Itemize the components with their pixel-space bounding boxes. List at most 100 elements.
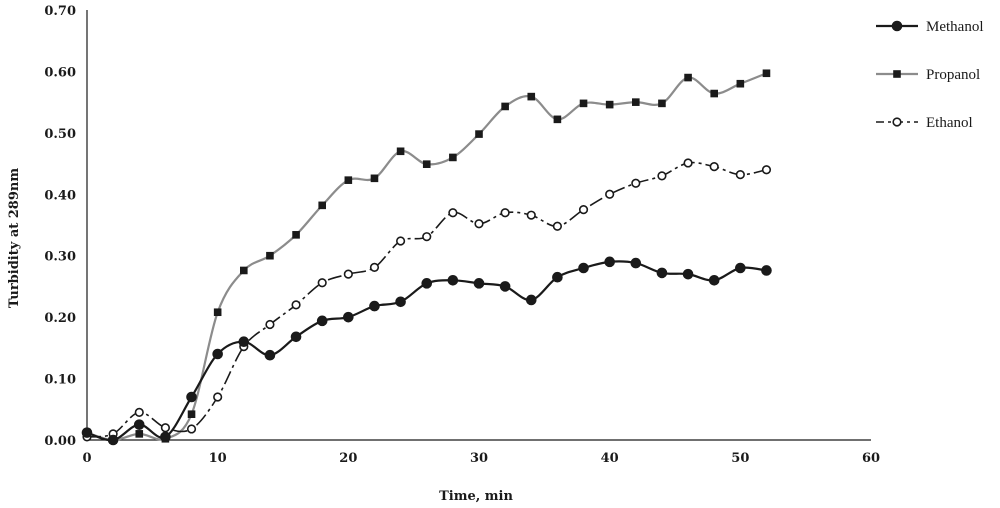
data-point <box>578 262 589 274</box>
plot-area <box>81 69 772 446</box>
data-point <box>527 92 536 101</box>
data-point <box>736 79 745 88</box>
x-tick-label: 60 <box>862 451 880 466</box>
x-axis-title: Time, min <box>439 489 513 504</box>
data-point <box>501 102 509 111</box>
data-point <box>525 294 537 306</box>
x-tick-label: 0 <box>82 451 91 466</box>
data-point <box>265 319 275 330</box>
data-point <box>264 349 276 361</box>
data-point <box>160 431 171 443</box>
legend-label: Methanol <box>926 19 984 35</box>
legend-item-ethanol: Ethanol <box>876 115 973 131</box>
data-point <box>735 170 745 180</box>
legend-label: Ethanol <box>926 115 973 131</box>
data-point <box>604 256 615 268</box>
data-point <box>186 424 197 434</box>
data-point <box>290 331 302 343</box>
y-tick-label: 0.50 <box>44 127 76 142</box>
data-point <box>343 269 353 279</box>
data-point <box>266 251 274 260</box>
data-point <box>683 158 693 168</box>
y-tick-label: 0.10 <box>44 373 76 388</box>
data-point <box>684 73 692 82</box>
data-point <box>449 153 457 162</box>
data-point <box>186 391 197 403</box>
y-tick-label: 0.30 <box>44 250 76 265</box>
series-propanol <box>83 69 771 444</box>
data-point <box>709 162 719 172</box>
data-point <box>761 265 772 276</box>
data-point <box>447 274 459 286</box>
data-point <box>421 278 433 289</box>
data-point <box>292 231 300 239</box>
data-point <box>658 99 666 108</box>
legend: Methanol Propanol Ethanol <box>876 19 984 131</box>
data-point <box>552 221 563 231</box>
data-point <box>134 407 144 417</box>
legend-marker <box>892 117 902 127</box>
y-tick-label: 0.20 <box>44 311 76 326</box>
data-point <box>212 348 223 360</box>
legend-label: Propanol <box>926 67 980 83</box>
data-point <box>370 174 379 183</box>
data-point <box>578 205 589 215</box>
data-point <box>631 178 641 188</box>
data-point <box>657 171 667 181</box>
y-tick-label: 0.70 <box>44 4 76 19</box>
data-point <box>369 300 380 312</box>
data-point <box>473 278 485 289</box>
y-axis-title: Turbidity at 289nm <box>7 168 22 308</box>
data-point <box>605 189 615 199</box>
data-point <box>605 100 614 109</box>
data-point <box>553 115 562 124</box>
data-point <box>762 69 771 78</box>
data-point <box>81 427 93 438</box>
data-point <box>133 419 145 430</box>
legend-item-methanol: Methanol <box>876 19 984 35</box>
data-point <box>240 266 248 275</box>
data-point <box>344 176 353 184</box>
y-tick-label: 0.00 <box>44 434 76 449</box>
data-point <box>318 201 326 210</box>
data-point <box>682 268 694 280</box>
data-point <box>396 147 405 156</box>
data-point <box>448 208 458 218</box>
data-point <box>708 274 720 286</box>
y-tick-label: 0.40 <box>44 188 76 203</box>
x-tick-label: 20 <box>339 451 357 466</box>
data-point <box>213 308 222 317</box>
data-point <box>317 278 327 288</box>
data-point <box>761 165 772 175</box>
data-point <box>474 219 484 229</box>
series-methanol <box>81 256 772 446</box>
data-point <box>630 257 642 269</box>
data-point <box>656 267 668 279</box>
data-point <box>238 336 250 348</box>
data-point <box>475 130 483 138</box>
chart-axes <box>86 10 871 441</box>
data-point <box>552 271 563 283</box>
data-point <box>213 392 223 402</box>
data-point <box>710 89 718 98</box>
x-tick-label: 30 <box>470 451 488 466</box>
data-point <box>343 311 354 323</box>
series-ethanol <box>82 158 772 442</box>
data-point <box>160 423 170 433</box>
data-point <box>632 98 640 106</box>
data-point <box>735 262 746 274</box>
data-point <box>395 296 406 308</box>
legend-marker <box>891 20 903 32</box>
data-point <box>499 281 511 292</box>
data-point <box>291 300 301 310</box>
data-point <box>422 232 432 242</box>
series-line-propanol <box>86 72 767 442</box>
data-point <box>369 262 380 272</box>
data-point <box>135 430 144 438</box>
x-tick-label: 40 <box>601 451 619 466</box>
y-tick-labels: 0.00 0.10 0.20 0.30 0.40 0.50 0.60 0.70 <box>44 4 76 449</box>
data-point <box>187 410 196 418</box>
data-point <box>396 236 406 246</box>
data-point <box>422 160 431 168</box>
